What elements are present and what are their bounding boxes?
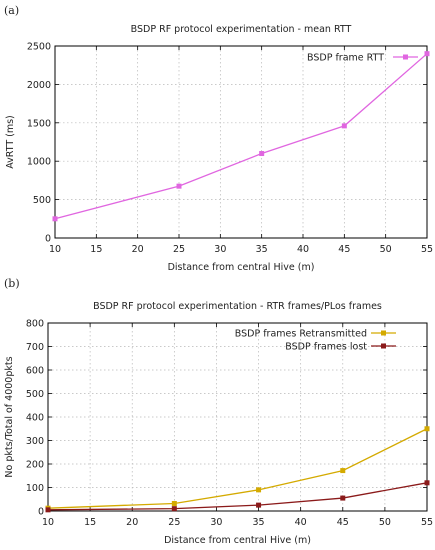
y-tick-label: 700 xyxy=(26,342,44,353)
y-axis-label: No pkts/Total of 4000pkts xyxy=(4,356,15,477)
y-tick-label: 0 xyxy=(38,507,44,518)
data-point xyxy=(259,151,265,157)
y-tick-label: 1500 xyxy=(27,118,51,129)
y-tick-label: 600 xyxy=(26,366,44,377)
chart-title: BSDP RF protocol experimentation - mean … xyxy=(131,24,352,35)
x-tick-label: 15 xyxy=(90,244,102,255)
series-line xyxy=(54,53,428,220)
data-point xyxy=(424,51,430,57)
x-tick-label: 55 xyxy=(421,517,433,528)
x-tick-label: 50 xyxy=(380,244,392,255)
x-tick-label: 40 xyxy=(295,517,307,528)
x-tick-label: 20 xyxy=(126,517,138,528)
x-tick-label: 35 xyxy=(253,517,265,528)
y-tick-label: 500 xyxy=(26,389,44,400)
x-tick-label: 25 xyxy=(168,517,180,528)
x-tick-label: 10 xyxy=(42,517,54,528)
y-tick-label: 500 xyxy=(33,195,51,206)
legend-marker xyxy=(403,54,408,60)
legend-entry: BSDP frames lost xyxy=(285,342,367,353)
x-tick-label: 40 xyxy=(297,244,309,255)
legend-marker xyxy=(381,343,386,349)
x-tick-label: 25 xyxy=(173,244,185,255)
legend-marker xyxy=(381,330,386,336)
y-tick-label: 1000 xyxy=(27,157,51,168)
data-point xyxy=(171,500,177,506)
y-tick-label: 400 xyxy=(26,413,44,424)
x-tick-label: 45 xyxy=(337,517,349,528)
x-tick-label: 10 xyxy=(49,244,61,255)
chart-panel-b: (b) BSDP RF protocol experimentation - RT… xyxy=(4,277,433,546)
y-tick-label: 300 xyxy=(26,436,44,447)
x-tick-label: 45 xyxy=(338,244,350,255)
x-tick-label: 30 xyxy=(210,517,222,528)
y-tick-label: 200 xyxy=(26,460,44,471)
data-point xyxy=(52,216,58,222)
x-axis-label: Distance from central Hive (m) xyxy=(164,535,311,546)
y-tick-label: 2000 xyxy=(27,80,51,91)
chart-title: BSDP RF protocol experimentation - RTR f… xyxy=(93,301,382,312)
data-point xyxy=(256,502,262,508)
data-point xyxy=(424,426,430,432)
chart-panel-a: (a) BSDP RF protocol experimentation - me… xyxy=(4,4,433,273)
x-tick-label: 15 xyxy=(84,517,96,528)
x-tick-label: 20 xyxy=(132,244,144,255)
data-point xyxy=(424,480,430,486)
data-point xyxy=(340,495,346,501)
panel-label: (a) xyxy=(4,4,19,17)
y-tick-label: 100 xyxy=(26,483,44,494)
y-tick-label: 0 xyxy=(45,234,51,245)
plot-frame xyxy=(54,45,428,239)
data-point xyxy=(256,487,262,493)
y-tick-label: 800 xyxy=(26,319,44,330)
data-point xyxy=(176,183,182,189)
x-tick-label: 30 xyxy=(214,244,226,255)
x-axis-label: Distance from central Hive (m) xyxy=(168,262,315,273)
x-tick-label: 35 xyxy=(256,244,268,255)
y-tick-label: 2500 xyxy=(27,42,51,53)
legend-entry: BSDP frames Retransmitted xyxy=(235,329,367,340)
data-point xyxy=(341,123,347,129)
data-point xyxy=(171,506,177,512)
x-tick-label: 50 xyxy=(379,517,391,528)
data-point xyxy=(340,468,346,474)
data-point xyxy=(45,507,51,513)
panel-label: (b) xyxy=(4,277,20,290)
y-axis-label: AvRTT (ms) xyxy=(5,115,16,169)
x-tick-label: 55 xyxy=(421,244,433,255)
legend-entry: BSDP frame RTT xyxy=(307,53,384,64)
